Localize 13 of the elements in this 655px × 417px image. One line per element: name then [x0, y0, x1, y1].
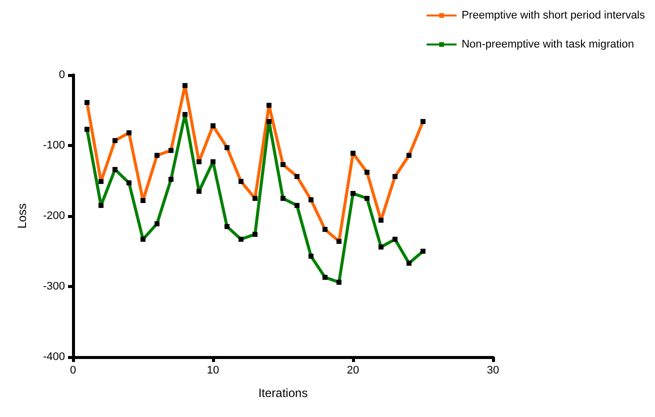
x-axis-title: Iterations [258, 386, 308, 400]
y-tick-label: -100 [42, 140, 65, 152]
legend-label: Preemptive with short period intervals [462, 10, 646, 22]
x-tick-label: 20 [346, 364, 360, 376]
legend-label: Non-preemptive with task migration [462, 38, 634, 50]
y-tick-label: -200 [42, 210, 65, 222]
x-tick-label: 30 [486, 364, 500, 376]
y-axis-title: Loss [15, 203, 29, 229]
x-tick-label: 10 [206, 364, 220, 376]
y-tick-label: -400 [42, 351, 65, 363]
y-tick-label: -300 [42, 280, 65, 292]
y-tick-label: 0 [58, 69, 65, 81]
x-tick-label: 0 [70, 364, 76, 376]
